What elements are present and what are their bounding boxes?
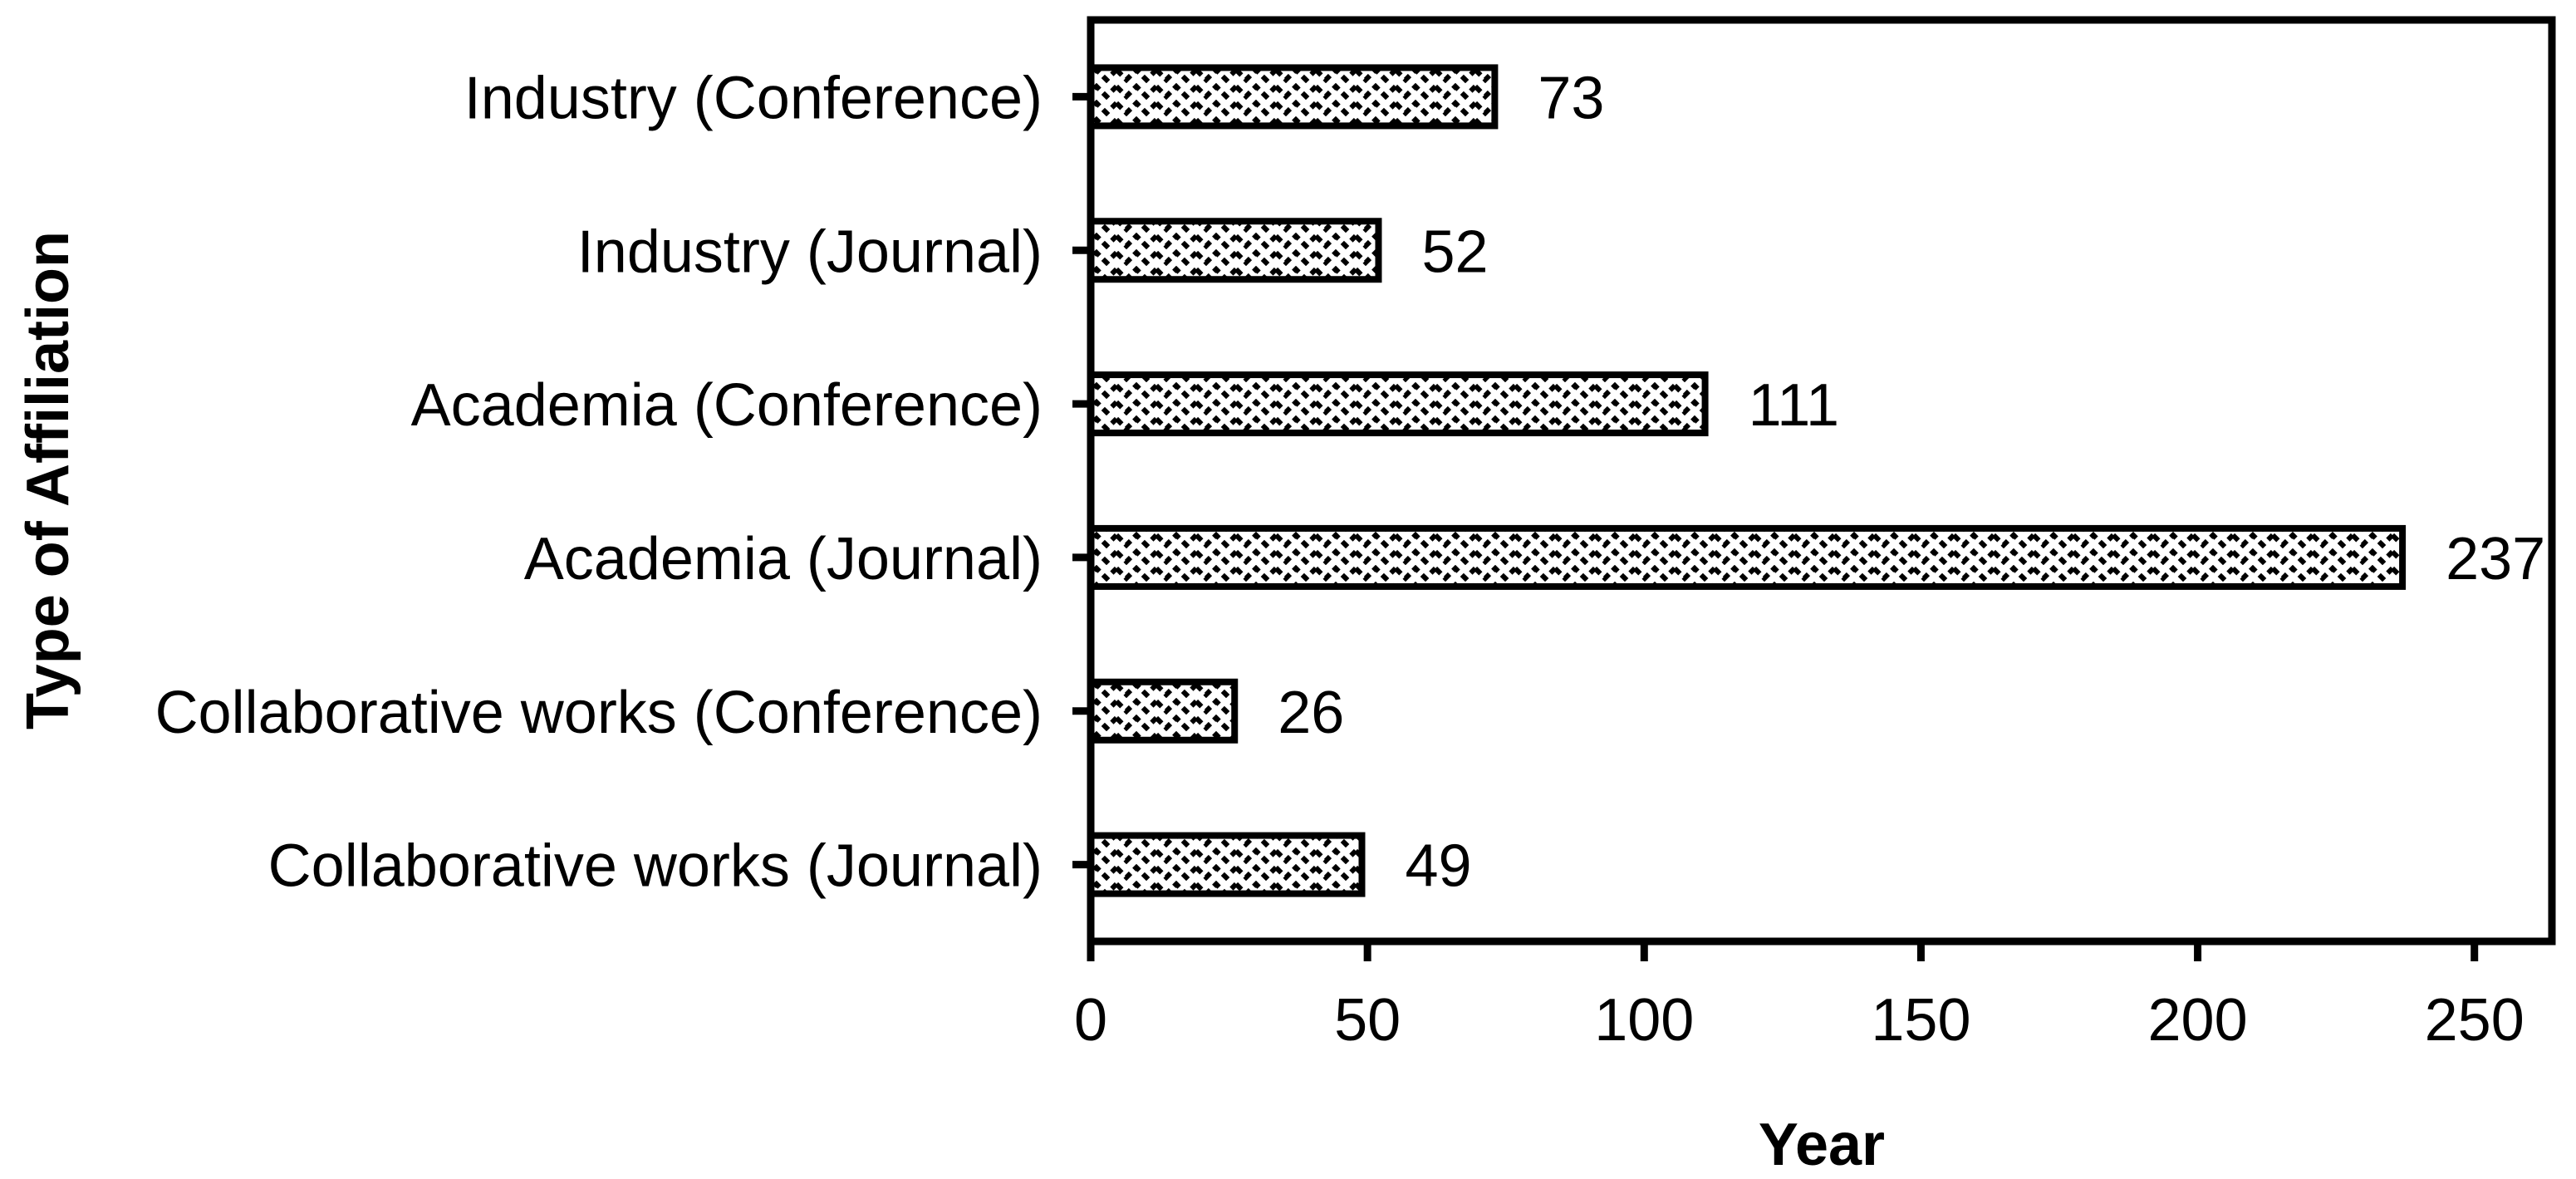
bar-academia-journal — [1087, 524, 2407, 590]
bar-collaborative-works-journal — [1087, 832, 1366, 897]
x-tick-label-100: 100 — [1594, 987, 1694, 1054]
bar-academia-conference — [1087, 371, 1709, 437]
x-tick-label-250: 250 — [2425, 987, 2524, 1054]
bars-group — [1087, 64, 2407, 897]
plot-border — [1087, 16, 2556, 946]
y-axis-title: Type of Affiliation — [15, 231, 81, 730]
bar-collaborative-works-conference — [1087, 678, 1239, 744]
category-label-collaborative-works-conference: Collaborative works (Conference) — [155, 680, 1043, 746]
value-label-academia-journal: 237 — [2446, 526, 2545, 592]
category-label-academia-journal: Academia (Journal) — [524, 526, 1043, 592]
value-label-industry-journal: 52 — [1421, 219, 1488, 285]
category-labels: Industry (Conference) Industry (Journal) A… — [155, 65, 1043, 899]
x-tick-label-0: 0 — [1074, 987, 1107, 1054]
x-tick-label-50: 50 — [1334, 987, 1401, 1054]
category-label-collaborative-works-journal: Collaborative works (Journal) — [268, 833, 1043, 900]
value-label-industry-conference: 73 — [1538, 65, 1604, 131]
category-label-industry-conference: Industry (Conference) — [464, 65, 1043, 131]
value-label-academia-conference: 111 — [1749, 372, 1839, 439]
value-label-collaborative-works-journal: 49 — [1405, 833, 1471, 900]
bar-industry-conference — [1087, 64, 1499, 130]
value-label-collaborative-works-conference: 26 — [1278, 680, 1344, 746]
value-labels: 73 52 111 237 26 49 — [1278, 65, 2545, 899]
category-label-academia-conference: Academia (Conference) — [411, 372, 1043, 439]
x-axis-title: Year — [1759, 1112, 1885, 1178]
x-tick-label-200: 200 — [2148, 987, 2248, 1054]
bar-industry-journal — [1087, 218, 1382, 283]
category-label-industry-journal: Industry (Journal) — [577, 219, 1043, 285]
x-tick-label-150: 150 — [1871, 987, 1970, 1054]
x-tick-labels: 0 50 100 150 200 250 — [1074, 987, 2524, 1054]
